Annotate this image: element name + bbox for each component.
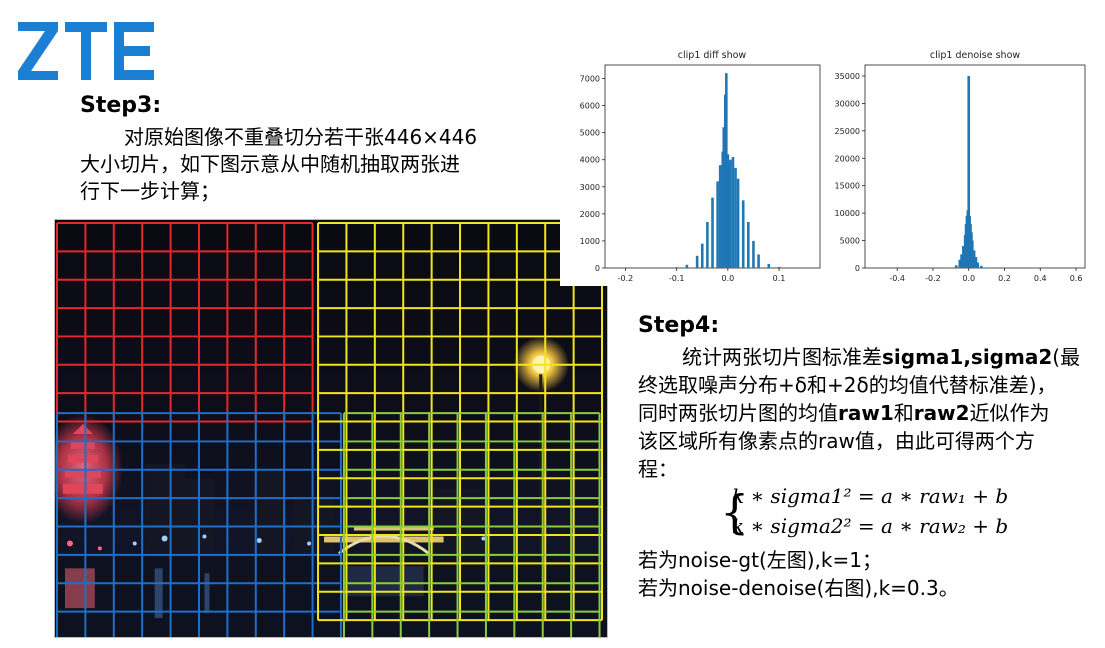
step3-line2: 大小切片，如下图示意从中随机抽取两张进 xyxy=(80,152,460,176)
step4-l3-d: raw2 xyxy=(913,401,970,425)
histogram-bar xyxy=(949,267,953,268)
histogram-bar xyxy=(718,165,722,268)
y-tick-label: 10000 xyxy=(835,209,860,218)
histogram-bar xyxy=(958,259,962,268)
y-tick-label: 1000 xyxy=(580,237,600,246)
histogram-bar xyxy=(695,255,699,268)
equation-system: { k ∗ sigma1² = a ∗ raw₁ + b k ∗ sigma2²… xyxy=(720,484,1008,542)
y-tick-label: 30000 xyxy=(835,99,860,108)
y-tick-label: 0 xyxy=(595,264,600,273)
x-tick-label: -0.2 xyxy=(618,274,634,283)
y-tick-label: 5000 xyxy=(840,237,860,246)
step3-title: Step3: xyxy=(80,93,162,118)
step4-description: 统计两张切片图标准差sigma1,sigma2(最 终选取噪声分布+δ和+2δ的… xyxy=(638,343,1098,483)
chart-title: clip1 denoise show xyxy=(930,50,1021,61)
zte-logo xyxy=(18,22,154,80)
x-tick-label: 0.0 xyxy=(962,274,975,283)
x-tick-label: -0.4 xyxy=(889,274,905,283)
x-tick-label: 0.6 xyxy=(1070,274,1083,283)
y-tick-label: 6000 xyxy=(580,102,600,111)
step4-l4: 该区域所有像素点的raw值，由此可得两个方 xyxy=(638,429,1035,453)
chart-denoise-histogram: clip1 denoise show -0.4 -0.2 0.0 0.2 0.4 0.6 0 5… xyxy=(835,50,1086,283)
histogram-bar xyxy=(752,240,755,268)
grid-green xyxy=(342,412,601,637)
histogram-bar xyxy=(725,73,728,269)
histogram-bar xyxy=(726,154,730,268)
histogram-bar xyxy=(960,254,963,268)
histogram-bar xyxy=(777,266,781,268)
y-tick-label: 35000 xyxy=(835,72,860,81)
step3-line3: 行下一步计算； xyxy=(80,179,220,203)
step4-l3-e: 近似作为 xyxy=(969,401,1050,425)
histogram-bar xyxy=(954,265,958,268)
histogram-bar xyxy=(675,267,678,268)
histogram-bar xyxy=(722,127,726,269)
histogram-bar xyxy=(729,159,732,268)
histogram-bar xyxy=(685,264,689,268)
step4-title: Step4: xyxy=(638,313,720,338)
histogram-bar xyxy=(734,167,737,268)
histogram-bar xyxy=(700,243,704,268)
equation-brace: { xyxy=(720,485,750,539)
histogram-bar xyxy=(747,221,750,268)
histogram-bar xyxy=(962,246,965,268)
step4-l2: 终选取噪声分布+δ和+2δ的均值代替标准差)， xyxy=(638,373,1057,397)
histogram-bar xyxy=(757,254,760,268)
histogram-bar xyxy=(974,257,978,268)
y-tick-label: 4000 xyxy=(580,156,600,165)
x-tick-label: -0.2 xyxy=(925,274,941,283)
histogram-bar xyxy=(711,197,714,268)
x-tick-label: 0.2 xyxy=(998,274,1011,283)
histogram-charts: clip1 diff show -0.2 -0.1 0.0 0.1 0 1000 2000 30… xyxy=(560,46,1097,286)
y-tick-label: 15000 xyxy=(835,182,860,191)
step4-l5: 程： xyxy=(638,457,678,481)
histogram-bar xyxy=(985,267,988,268)
step4-l1-c: (最 xyxy=(1052,345,1081,369)
histogram-bar xyxy=(706,221,709,268)
histogram-bar xyxy=(741,200,745,268)
y-tick-label: 2000 xyxy=(580,210,600,219)
x-tick-label: 0.4 xyxy=(1034,274,1047,283)
step4-l1-a: 统计两张切片图标准差 xyxy=(682,345,882,369)
equation-1: k ∗ sigma1² = a ∗ raw₁ + b xyxy=(732,484,1009,508)
histogram-bar xyxy=(767,263,771,268)
histogram-bar xyxy=(976,262,980,268)
histogram-bar xyxy=(716,181,719,268)
step4-l3-b: raw1 xyxy=(838,401,894,425)
equation-2: k ∗ sigma2² = a ∗ raw₂ + b xyxy=(732,514,1009,538)
step3-line1: 对原始图像不重叠切分若干张446×446 xyxy=(124,125,478,149)
y-tick-label: 7000 xyxy=(580,75,600,84)
grid-red xyxy=(55,221,314,423)
chart-title: clip1 diff show xyxy=(678,50,747,61)
grid-blue xyxy=(55,412,342,637)
note-noise-denoise: 若为noise-denoise(右图),k=0.3。 xyxy=(638,576,959,600)
chart-diff-histogram: clip1 diff show -0.2 -0.1 0.0 0.1 0 1000 2000 30… xyxy=(580,50,821,283)
y-tick-label: 3000 xyxy=(580,183,600,192)
x-tick-label: 0.0 xyxy=(721,274,734,283)
step4-l1-b: sigma1,sigma2 xyxy=(882,345,1053,369)
x-tick-label: 0.1 xyxy=(773,274,786,283)
step4-l3-c: 和 xyxy=(893,401,914,425)
night-photo-with-grid xyxy=(54,219,608,638)
histogram-bar xyxy=(970,240,974,268)
x-tick-label: -0.1 xyxy=(669,274,685,283)
y-tick-label: 0 xyxy=(855,264,860,273)
y-tick-label: 20000 xyxy=(835,154,860,163)
histogram-bar xyxy=(736,178,740,268)
y-tick-label: 5000 xyxy=(580,129,600,138)
histogram-bar xyxy=(731,157,735,268)
y-tick-label: 25000 xyxy=(835,127,860,136)
note-noise-gt: 若为noise-gt(左图),k=1； xyxy=(638,548,882,572)
histogram-bar xyxy=(979,265,983,268)
chart-axes-frame xyxy=(864,64,1086,269)
step4-l3-a: 同时两张切片图的均值 xyxy=(638,401,838,425)
histogram-bar xyxy=(972,250,976,268)
histogram-bar xyxy=(967,75,971,268)
step3-description: 对原始图像不重叠切分若干张446×446 大小切片，如下图示意从中随机抽取两张进… xyxy=(80,124,540,205)
